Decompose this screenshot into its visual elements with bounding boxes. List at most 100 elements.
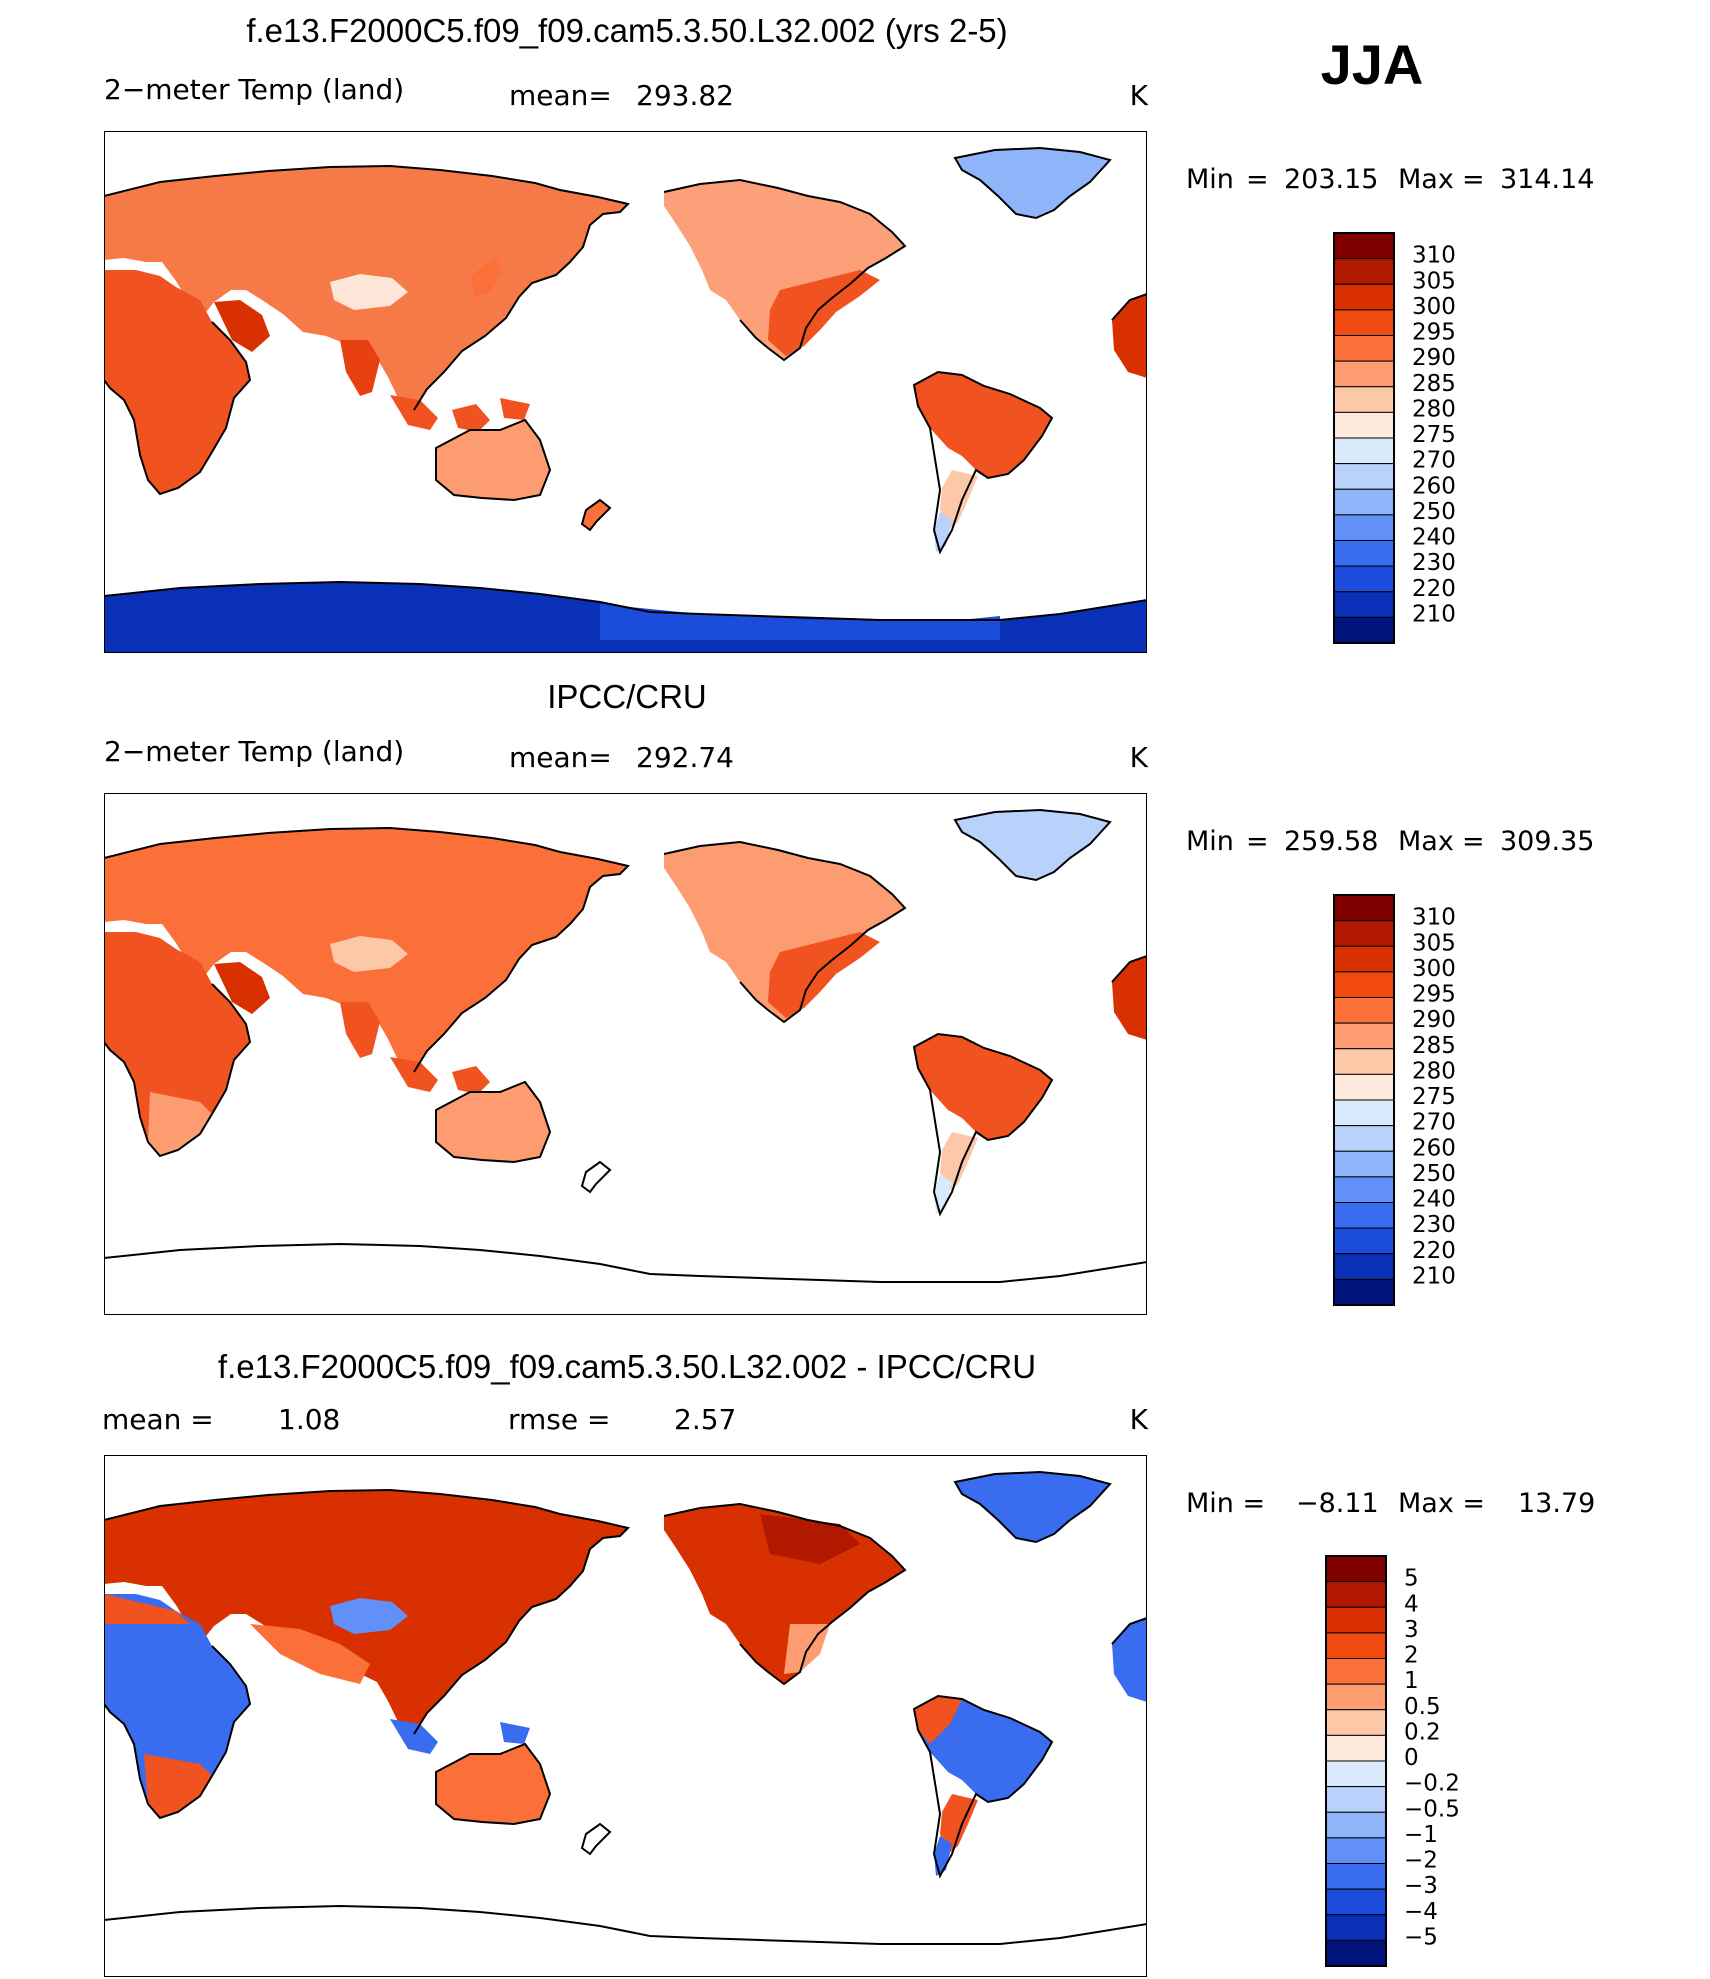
map-plot: [104, 1455, 1147, 1977]
colorbar-swatch: [1325, 1734, 1387, 1762]
colorbar-swatch: [1333, 258, 1395, 285]
max-value: 309.35: [1500, 826, 1594, 857]
min-label: Min =: [1186, 1488, 1265, 1519]
colorbar-swatch: [1333, 411, 1395, 439]
min-eq: =: [1246, 164, 1269, 195]
panel-diff: f.e13.F2000C5.f09_f09.cam5.3.50.L32.002 …: [102, 1348, 1595, 1977]
colorbar-tick-label: 275: [1412, 1084, 1456, 1110]
colorbar-tick-label: 0.5: [1404, 1694, 1441, 1720]
mean-value: 292.74: [636, 741, 734, 774]
colorbar-tick-label: 2: [1404, 1643, 1419, 1669]
colorbar-swatch: [1325, 1888, 1387, 1916]
min-value: −8.11: [1296, 1488, 1379, 1519]
colorbar-tick-label: 250: [1412, 1161, 1456, 1187]
colorbar-tick-label: 210: [1412, 601, 1456, 627]
colorbar-tick-label: 0.2: [1404, 1719, 1441, 1745]
colorbar-swatch: [1333, 1022, 1395, 1050]
colorbar-tick-label: 270: [1412, 1110, 1456, 1136]
variable-label: 2−meter Temp (land): [104, 73, 404, 106]
colorbar-swatch: [1325, 1581, 1387, 1608]
colorbar-swatch: [1333, 1125, 1395, 1152]
units-label: K: [1130, 741, 1149, 774]
colorbar-tick-label: 1: [1404, 1668, 1419, 1694]
colorbar-tick-label: 305: [1412, 930, 1456, 956]
colorbar-tick-label: 280: [1412, 1058, 1456, 1084]
colorbar-swatch: [1333, 997, 1395, 1024]
colorbar-tick-label: −2: [1404, 1848, 1438, 1874]
colorbar-swatch: [1333, 1176, 1395, 1203]
colorbar-frame: [1325, 1555, 1387, 1967]
colorbar-swatch: [1333, 309, 1395, 336]
colorbar-tick-label: 210: [1412, 1263, 1456, 1289]
colorbar-tick-label: 290: [1412, 1007, 1456, 1033]
colorbar-swatch: [1333, 540, 1395, 567]
colorbar-tick-label: 310: [1412, 905, 1456, 931]
colorbar-swatch: [1333, 565, 1395, 593]
colorbar-tick-label: 285: [1412, 371, 1456, 397]
colorbar-tick-label: 240: [1412, 1187, 1456, 1213]
map-plot: [104, 131, 1147, 653]
colorbar-swatch: [1325, 1709, 1387, 1736]
colorbar-tick-label: 285: [1412, 1033, 1456, 1059]
colorbar-swatch: [1325, 1939, 1387, 1967]
colorbar-tick-label: 240: [1412, 525, 1456, 551]
colorbar-swatch: [1333, 1073, 1395, 1101]
colorbar-frame: [1333, 894, 1395, 1306]
colorbar-tick-label: 270: [1412, 448, 1456, 474]
mean-value: 1.08: [278, 1403, 340, 1436]
land-fill: [104, 148, 1147, 653]
colorbar-tick-label: 300: [1412, 294, 1456, 320]
colorbar-tick-label: 260: [1412, 1135, 1456, 1161]
max-eq: =: [1462, 164, 1485, 195]
max-eq: =: [1462, 826, 1485, 857]
colorbar-frame: [1333, 232, 1395, 644]
max-value: 13.79: [1518, 1488, 1595, 1519]
colorbar-tick-label: −3: [1404, 1873, 1438, 1899]
colorbar-tick-label: −0.5: [1404, 1796, 1460, 1822]
panel-model: f.e13.F2000C5.f09_f09.cam5.3.50.L32.002 …: [104, 12, 1594, 653]
colorbar-swatch: [1325, 1606, 1387, 1634]
colorbar-tick-label: 305: [1412, 268, 1456, 294]
mean-value: 293.82: [636, 79, 734, 112]
mean-label: mean=: [509, 741, 612, 774]
colorbar-swatch: [1333, 920, 1395, 947]
colorbar-tick-label: 220: [1412, 1238, 1456, 1264]
units-label: K: [1130, 79, 1149, 112]
units-label: K: [1130, 1403, 1149, 1436]
min-value: 203.15: [1284, 164, 1378, 195]
colorbar-tick-label: 0: [1404, 1745, 1419, 1771]
colorbar-tick-label: −1: [1404, 1822, 1438, 1848]
min-eq: =: [1246, 826, 1269, 857]
colorbar-swatch: [1325, 1658, 1387, 1685]
colorbar-swatch: [1325, 1760, 1387, 1788]
colorbar-tick-label: 220: [1412, 576, 1456, 602]
colorbar-tick-label: 260: [1412, 473, 1456, 499]
colorbar-swatch: [1333, 335, 1395, 362]
mean-label: mean=: [509, 79, 612, 112]
map-plot: [104, 793, 1147, 1315]
max-label: Max =: [1398, 1488, 1485, 1519]
colorbar-swatch: [1333, 1150, 1395, 1178]
colorbar-swatch: [1333, 971, 1395, 998]
colorbar-swatch: [1333, 514, 1395, 541]
colorbar-swatch: [1333, 463, 1395, 490]
colorbar-swatch: [1325, 1683, 1387, 1711]
colorbar-swatch: [1325, 1786, 1387, 1813]
colorbar-swatch: [1333, 1099, 1395, 1127]
mean-label: mean =: [102, 1403, 214, 1436]
colorbar-tick-label: 300: [1412, 956, 1456, 982]
colorbar-tick-label: −5: [1404, 1924, 1438, 1950]
colorbar-swatch: [1325, 1811, 1387, 1839]
colorbar-swatch: [1333, 283, 1395, 311]
colorbar-tick-label: 280: [1412, 396, 1456, 422]
colorbar-swatch: [1333, 1048, 1395, 1075]
panel-title: f.e13.F2000C5.f09_f09.cam5.3.50.L32.002 …: [218, 1348, 1036, 1385]
colorbar-swatch: [1325, 1837, 1387, 1864]
max-value: 314.14: [1500, 164, 1594, 195]
colorbar-swatch: [1333, 488, 1395, 516]
min-label: Min: [1186, 164, 1234, 195]
rmse-value: 2.57: [674, 1403, 736, 1436]
colorbar-swatch: [1325, 1914, 1387, 1941]
